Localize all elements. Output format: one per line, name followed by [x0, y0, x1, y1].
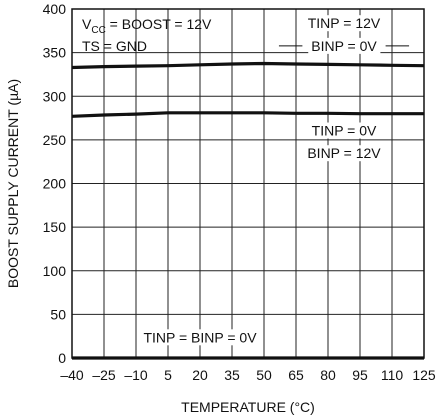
x-axis-title: TEMPERATURE (°C)	[181, 399, 315, 415]
series-label: TINP = 12V	[308, 15, 381, 31]
y-tick-label: 300	[43, 88, 67, 104]
series-label: BINP = 12V	[307, 145, 381, 161]
y-tick-label: 250	[43, 132, 67, 148]
y-tick-label: 150	[43, 219, 67, 235]
x-tick-label: –25	[92, 367, 116, 383]
vcc-rest: = BOOST = 12V	[106, 16, 212, 32]
y-axis-title: BOOST SUPPLY CURRENT (µA)	[5, 79, 21, 288]
y-tick-labels: 0 50 100 150 200 250 300 350 400	[43, 1, 67, 366]
x-tick-label: 110	[381, 367, 404, 383]
series-label: TINP = 0V	[312, 123, 377, 139]
series-label-background	[140, 329, 261, 346]
x-tick-label: 80	[320, 367, 336, 383]
y-tick-label: 100	[43, 263, 67, 279]
series-lines	[71, 61, 425, 360]
x-tick-label: 50	[256, 367, 272, 383]
series-label-background	[308, 37, 381, 54]
series-label-background	[308, 122, 381, 139]
plot-frame	[71, 8, 425, 359]
x-tick-label: –40	[60, 367, 84, 383]
y-tick-label: 400	[43, 1, 67, 17]
series-label-background	[304, 145, 385, 162]
vcc-prefix: V	[82, 16, 92, 32]
ts-condition-label: TS = GND	[82, 38, 147, 54]
x-tick-labels: –40 –25 –10 5 20 35 50 65 80 95 110 125	[60, 367, 436, 383]
series-label-background	[304, 15, 384, 32]
x-tick-label: 5	[164, 367, 172, 383]
x-tick-label: –10	[124, 367, 148, 383]
y-tick-label: 200	[43, 176, 67, 192]
y-tick-label: 350	[43, 45, 67, 61]
test-conditions: VCC = BOOST = 12V TS = GND	[82, 16, 212, 54]
series-line	[71, 61, 425, 70]
vcc-condition-label: VCC = BOOST = 12V	[82, 16, 212, 36]
x-tick-label: 95	[352, 367, 368, 383]
x-tick-label: 65	[288, 367, 304, 383]
series-line	[71, 111, 424, 118]
y-tick-label: 50	[50, 306, 66, 322]
x-tick-label: 35	[224, 367, 240, 383]
grid-lines	[72, 9, 424, 358]
series-labels: TINP = 12V BINP = 0V TINP = 0V BINP = 12V TI…	[140, 15, 385, 346]
series-label: BINP = 0V	[311, 38, 377, 54]
vcc-subscript: CC	[91, 25, 105, 36]
series-label: TINP = BINP = 0V	[143, 329, 257, 345]
y-tick-label: 0	[58, 350, 66, 366]
x-tick-label: 125	[412, 367, 436, 383]
x-tick-label: 20	[192, 367, 208, 383]
